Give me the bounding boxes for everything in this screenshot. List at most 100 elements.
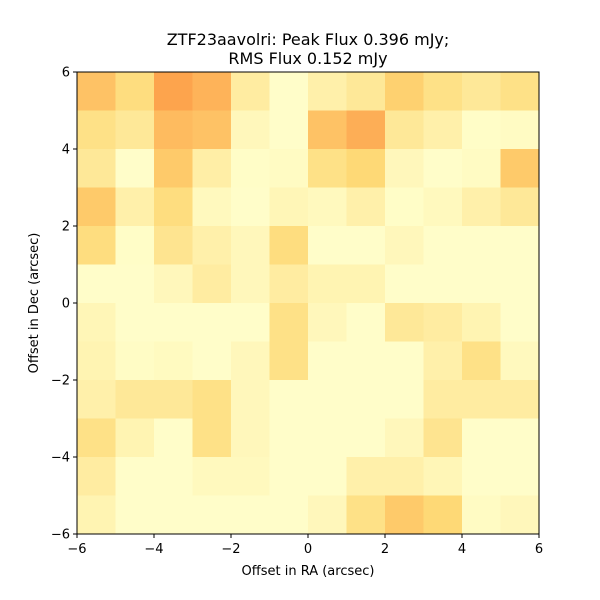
heatmap-cell [192,72,232,111]
heatmap-cell [231,187,270,227]
heatmap-cell [462,495,501,535]
heatmap-cell [346,226,386,265]
heatmap-cell [308,72,347,111]
heatmap-cell [462,110,501,150]
heatmap-cell [231,149,270,188]
heatmap-cell [423,226,463,265]
heatmap-cell [192,264,232,304]
x-tick-label: 6 [535,542,543,557]
heatmap-cell [192,418,232,458]
heatmap-cell [192,149,232,188]
heatmap-cell [77,110,116,150]
heatmap-cell [231,264,270,304]
heatmap-cell [500,418,540,458]
heatmap-cell [346,149,386,188]
heatmap-cell [308,264,347,304]
heatmap-cell [423,418,463,458]
heatmap-cell [77,495,116,535]
y-axis-label: Offset in Dec (arcsec) [27,233,42,374]
heatmap-cell [346,303,386,342]
heatmap-cell [77,380,116,419]
heatmap-cell [77,149,116,188]
heatmap-cell [154,149,193,188]
heatmap-cell [192,303,232,342]
heatmap-cell [154,187,193,227]
heatmap-cell [346,110,386,150]
heatmap-cell [77,303,116,342]
heatmap-cell [115,495,155,535]
heatmap-cell [385,264,424,304]
heatmap-cell [269,264,309,304]
y-tick-label: 2 [62,220,70,235]
heatmap-cell [385,341,424,381]
y-tick-label: 0 [62,297,70,312]
heatmap-cell [346,380,386,419]
heatmap-cell [346,418,386,458]
chart-title-line-2: RMS Flux 0.152 mJy [228,49,387,68]
heatmap-cell [500,457,540,496]
heatmap-cell [385,72,424,111]
heatmap-cell [462,303,501,342]
heatmap-cell [346,457,386,496]
heatmap-cell [115,187,155,227]
heatmap-cell [423,495,463,535]
heatmap-cell [269,341,309,381]
heatmap-cell [500,303,540,342]
heatmap-cell [115,226,155,265]
heatmap-cell [500,341,540,381]
heatmap-cell [423,457,463,496]
heatmap-cell [154,110,193,150]
heatmap-cell [308,303,347,342]
heatmap-cell [231,226,270,265]
heatmap-cell [462,457,501,496]
heatmap-cell [423,341,463,381]
heatmap-cell [115,264,155,304]
heatmap-cell [192,110,232,150]
heatmap-cell [500,110,540,150]
heatmap-cell [154,72,193,111]
heatmap-cell [154,264,193,304]
heatmap-cell [269,380,309,419]
x-tick-label: −2 [221,542,240,557]
heatmap-cell [500,149,540,188]
heatmap-cell [308,380,347,419]
heatmap-cell [308,226,347,265]
heatmap-cell [269,418,309,458]
x-tick-label: 4 [458,542,466,557]
heatmap-cell [231,341,270,381]
heatmap-cell [115,303,155,342]
heatmap-cell [77,341,116,381]
heatmap-cell [154,418,193,458]
heatmap-cell [231,72,270,111]
heatmap-cell [346,264,386,304]
y-tick-label: 4 [62,143,70,158]
heatmap-cell [423,110,463,150]
heatmap-cell [423,149,463,188]
heatmap-cell [500,380,540,419]
heatmap-cell [462,72,501,111]
y-tick-label: −6 [51,528,70,543]
heatmap-cell [115,72,155,111]
heatmap-cell [500,187,540,227]
heatmap-cell [462,226,501,265]
heatmap-cell [115,418,155,458]
heatmap-cell [269,187,309,227]
heatmap-cell [385,303,424,342]
heatmap-cell [346,72,386,111]
heatmap-cell [77,187,116,227]
heatmap-cell [77,457,116,496]
y-tick-label: −2 [51,374,70,389]
heatmap-cell [115,341,155,381]
heatmap-cell [462,418,501,458]
heatmap-cell [77,418,116,458]
heatmap-cell [462,380,501,419]
heatmap-cell [192,380,232,419]
x-tick-label: −6 [67,542,86,557]
heatmap-cell [192,226,232,265]
heatmap-cell [154,457,193,496]
heatmap-cell [269,149,309,188]
heatmap-cell [385,380,424,419]
heatmap-cell [308,187,347,227]
heatmap-cell [423,380,463,419]
x-tick-label: −4 [144,542,163,557]
